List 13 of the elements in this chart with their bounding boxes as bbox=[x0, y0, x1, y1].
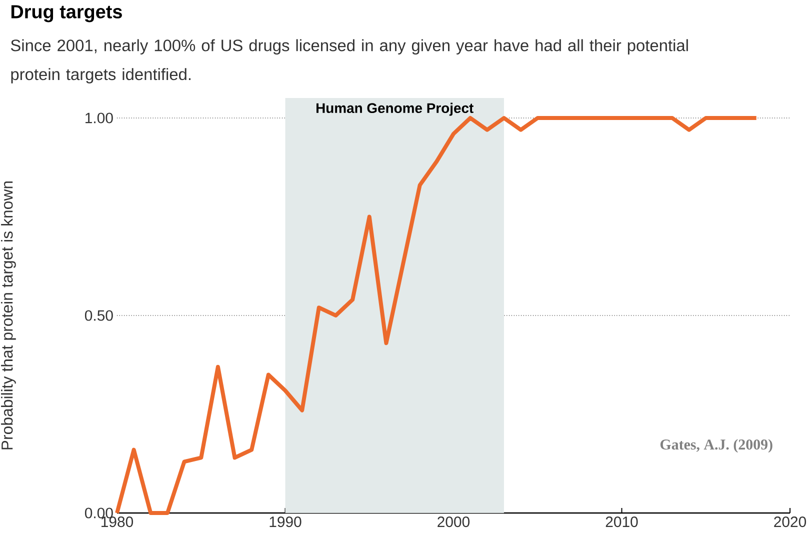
x-tick-label: 1990 bbox=[270, 516, 302, 528]
band-label: Human Genome Project bbox=[316, 102, 474, 116]
x-tick-label: 2020 bbox=[774, 516, 806, 528]
y-axis-title: Probability that protein target is known bbox=[1, 181, 16, 450]
annotation: Gates, A.J. (2009) bbox=[660, 439, 772, 453]
x-tick-label: 1980 bbox=[102, 516, 134, 528]
y-tick-label: 1.00 bbox=[86, 112, 113, 124]
chart-subtitle: Since 2001, nearly 100% of US drugs licensed in any given year have had all their potential protein targets identified. bbox=[10, 39, 688, 84]
x-tick-label: 2010 bbox=[606, 516, 638, 528]
y-tick-label: 0.00 bbox=[84, 508, 113, 518]
chart-title: Drug targets bbox=[11, 5, 122, 22]
x-tick-label: 2000 bbox=[438, 516, 470, 528]
y-tick-label: 0.50 bbox=[84, 310, 113, 321]
